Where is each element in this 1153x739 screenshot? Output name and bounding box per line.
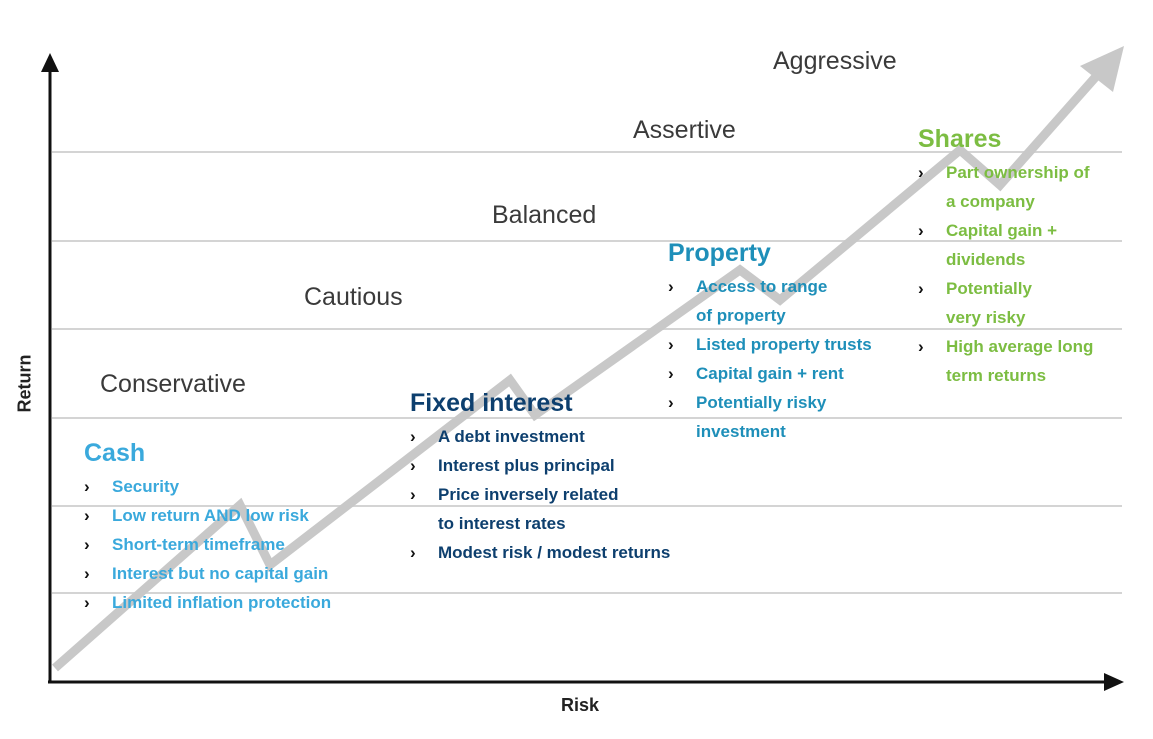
bullet-item: › Listed property trusts [668, 330, 918, 359]
bullet-text: Interest but no capital gain [112, 564, 329, 583]
chevron-right-icon: › [410, 427, 416, 446]
bullet-item: › Price inversely related to interest rate… [410, 480, 750, 538]
bullet-item: › High average long term returns [918, 332, 1138, 390]
bullet-text: Listed property trusts [696, 335, 872, 354]
bullet-item: › Interest plus principal [410, 451, 750, 480]
y-axis-arrowhead [41, 53, 59, 72]
chevron-right-icon: › [668, 393, 674, 412]
bullet-text: to interest rates [438, 514, 566, 533]
chevron-right-icon: › [668, 335, 674, 354]
trend-arrow-head [1080, 46, 1124, 92]
bullet-item: › Capital gain + rent [668, 359, 918, 388]
chevron-right-icon: › [84, 477, 90, 496]
bullet-text: A debt investment [438, 427, 585, 446]
asset-list-property: › Access to range of property › Listed prope… [668, 272, 918, 446]
chevron-right-icon: › [918, 337, 924, 356]
bullet-text: investment [696, 422, 786, 441]
profile-label-aggressive: Aggressive [773, 47, 897, 75]
asset-title-shares: Shares [918, 125, 1002, 153]
bullet-item: › Interest but no capital gain [84, 559, 404, 588]
chevron-right-icon: › [84, 535, 90, 554]
chevron-right-icon: › [668, 364, 674, 383]
asset-box-fixed-interest: Fixed interest › A debt investment › Intere… [410, 388, 750, 567]
profile-label-balanced: Balanced [492, 201, 597, 229]
chevron-right-icon: › [410, 456, 416, 475]
profile-label-cautious: Cautious [304, 283, 403, 311]
bullet-item: › Potentially risky investment [668, 388, 918, 446]
y-axis-label: Return [14, 354, 35, 413]
trend-arrow [52, 46, 1124, 672]
bullet-text: Interest plus principal [438, 456, 615, 475]
chevron-right-icon: › [84, 506, 90, 525]
bullet-item: › Low return AND low risk [84, 501, 404, 530]
chevron-right-icon: › [668, 277, 674, 296]
asset-list-cash: › Security › Low return AND low risk › Short-… [84, 472, 404, 617]
chevron-right-icon: › [84, 593, 90, 612]
bullet-text: a company [946, 192, 1035, 211]
asset-title-cash: Cash [84, 439, 146, 467]
profile-label-conservative: Conservative [100, 370, 246, 398]
asset-box-property: Property › Access to range of property › Lis… [668, 238, 918, 446]
chevron-right-icon: › [918, 221, 924, 240]
bullet-text: Potentially risky [696, 393, 827, 412]
bullet-text: Limited inflation protection [112, 593, 332, 612]
asset-box-cash: Cash › Security › Low return AND low risk › S… [84, 438, 404, 617]
bullet-text: Security [112, 477, 180, 496]
bullet-text: of property [696, 306, 786, 325]
bullet-text: Low return AND low risk [112, 506, 309, 525]
bullet-text: Potentially [946, 279, 1032, 298]
bullet-text: Access to range [696, 277, 828, 296]
bullet-item: › A debt investment [410, 422, 750, 451]
bullet-text: very risky [946, 308, 1026, 327]
bullet-text: Modest risk / modest returns [438, 543, 671, 562]
grid-lines [52, 151, 1122, 594]
bullet-text: High average long [946, 337, 1094, 356]
bullet-text: dividends [946, 250, 1026, 269]
asset-title-property: Property [668, 239, 771, 267]
asset-box-shares: Shares › Part ownership of a company › Capit… [918, 124, 1138, 390]
x-axis-label: Risk [561, 695, 600, 715]
profile-label-assertive: Assertive [633, 116, 736, 144]
x-axis-arrowhead [1104, 673, 1124, 691]
bullet-item: › Modest risk / modest returns [410, 538, 750, 567]
bullet-item: › Limited inflation protection [84, 588, 404, 617]
chevron-right-icon: › [410, 485, 416, 504]
bullet-item: › Security [84, 472, 404, 501]
asset-list-fixed-interest: › A debt investment › Interest plus princip… [410, 422, 750, 567]
axes [41, 53, 1124, 691]
bullet-text: Capital gain + rent [696, 364, 844, 383]
bullet-text: Short-term timeframe [112, 535, 285, 554]
trend-arrow-line [52, 69, 1104, 672]
asset-title-fixed-interest: Fixed interest [410, 389, 573, 417]
bullet-item: › Capital gain + dividends [918, 216, 1138, 274]
bullet-item: › Short-term timeframe [84, 530, 404, 559]
chevron-right-icon: › [410, 543, 416, 562]
bullet-text: Part ownership of [946, 163, 1090, 182]
chevron-right-icon: › [918, 279, 924, 298]
bullet-item: › Part ownership of a company [918, 158, 1138, 216]
asset-list-shares: › Part ownership of a company › Capital gain… [918, 158, 1138, 390]
chevron-right-icon: › [918, 163, 924, 182]
bullet-text: Capital gain + [946, 221, 1057, 240]
bullet-item: › Potentially very risky [918, 274, 1138, 332]
bullet-item: › Access to range of property [668, 272, 918, 330]
chevron-right-icon: › [84, 564, 90, 583]
bullet-text: Price inversely related [438, 485, 619, 504]
bullet-text: term returns [946, 366, 1047, 385]
